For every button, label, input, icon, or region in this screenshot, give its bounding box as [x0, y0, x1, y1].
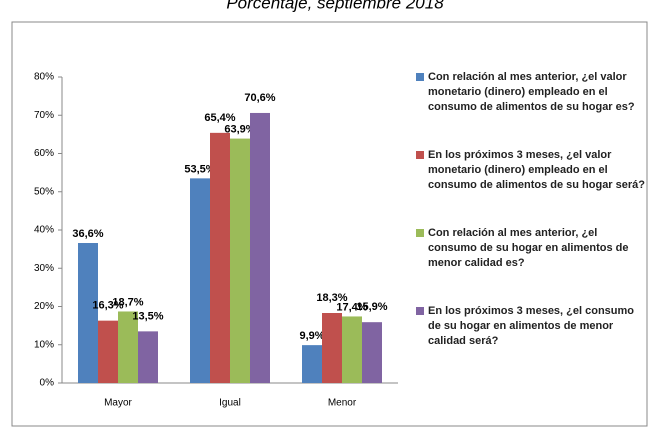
- y-tick-label: 80%: [34, 72, 54, 83]
- legend-label: En los próximos 3 meses, ¿el valor monet…: [428, 149, 645, 191]
- bar: [250, 112, 270, 383]
- bar: [230, 138, 250, 383]
- legend-label: Con relación al mes anterior, ¿el consum…: [428, 227, 629, 269]
- y-tick-label: 30%: [34, 263, 54, 274]
- legend-item: En los próximos 3 meses, ¿el consumo de …: [416, 304, 648, 349]
- bar: [342, 316, 362, 383]
- y-tick-label: 70%: [34, 110, 54, 121]
- chart-title: Porcentaje, septiembre 2018: [226, 0, 444, 12]
- data-label: 18,7%: [112, 296, 143, 308]
- data-label: 9,9%: [299, 330, 324, 342]
- x-tick-label: Menor: [328, 398, 357, 409]
- legend-item: En los próximos 3 meses, ¿el valor monet…: [416, 148, 648, 193]
- legend-swatch: [416, 229, 424, 237]
- bar: [362, 322, 382, 383]
- data-label: 15,9%: [356, 301, 387, 313]
- legend-item: Con relación al mes anterior, ¿el valor …: [416, 70, 648, 115]
- y-tick-label: 40%: [34, 225, 54, 236]
- data-label: 63,9%: [224, 123, 255, 135]
- data-label: 16,3%: [92, 300, 123, 312]
- bar: [138, 331, 158, 383]
- bar: [210, 132, 230, 383]
- data-label: 36,6%: [72, 228, 103, 240]
- bar: [98, 320, 118, 383]
- legend-swatch: [416, 151, 424, 159]
- y-tick-label: 50%: [34, 186, 54, 197]
- frame: [11, 21, 648, 427]
- data-label: 13,5%: [132, 310, 163, 322]
- data-label: 18,3%: [316, 292, 347, 304]
- bar: [78, 243, 98, 383]
- bar: [302, 345, 322, 383]
- x-tick-label: Mayor: [104, 398, 132, 409]
- legend-item: Con relación al mes anterior, ¿el consum…: [416, 226, 648, 271]
- legend-label: Con relación al mes anterior, ¿el valor …: [428, 71, 635, 113]
- legend-swatch: [416, 307, 424, 315]
- legend-swatch: [416, 73, 424, 81]
- y-tick-label: 60%: [34, 148, 54, 159]
- data-label: 53,5%: [184, 163, 215, 175]
- y-tick-label: 0%: [40, 378, 55, 389]
- bar: [118, 311, 138, 383]
- y-tick-label: 20%: [34, 301, 54, 312]
- y-tick-label: 10%: [34, 339, 54, 350]
- bar: [190, 178, 210, 383]
- legend-label: En los próximos 3 meses, ¿el consumo de …: [428, 305, 635, 347]
- bar: [322, 313, 342, 383]
- data-label: 70,6%: [244, 92, 275, 104]
- data-label: 65,4%: [204, 112, 235, 124]
- data-label: 17,4%: [336, 301, 367, 313]
- x-tick-label: Igual: [219, 398, 241, 409]
